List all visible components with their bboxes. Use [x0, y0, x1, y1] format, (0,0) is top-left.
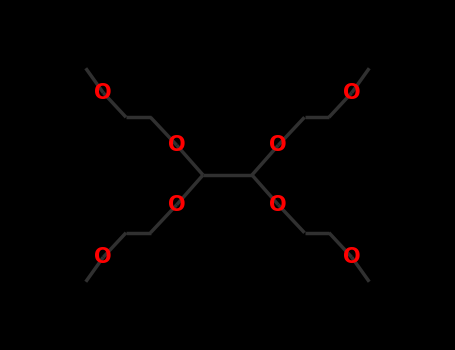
Text: O: O [343, 247, 360, 267]
Text: O: O [269, 195, 287, 215]
Text: O: O [95, 83, 112, 103]
Text: O: O [343, 83, 360, 103]
Text: O: O [95, 247, 112, 267]
Text: O: O [168, 195, 186, 215]
Text: O: O [168, 135, 186, 155]
Text: O: O [269, 135, 287, 155]
